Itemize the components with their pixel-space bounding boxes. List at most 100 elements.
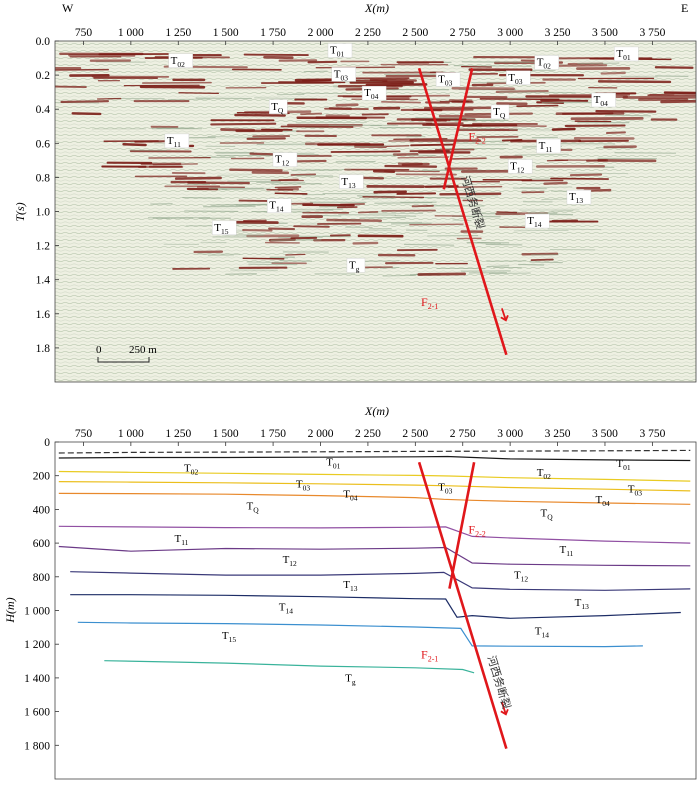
x-tick-label: 3 000 bbox=[497, 428, 523, 440]
horizon-main: T bbox=[527, 215, 534, 227]
horizon-name: T03 bbox=[628, 484, 642, 498]
reflection-event bbox=[361, 198, 394, 200]
horizon-name: T01 bbox=[330, 45, 344, 59]
horizon-label: Tg bbox=[345, 672, 356, 686]
horizon-label: T01 bbox=[616, 458, 630, 472]
horizon-sub: 02 bbox=[177, 60, 185, 69]
horizon-main: T bbox=[341, 176, 348, 188]
reflection-event bbox=[409, 223, 464, 226]
horizon-sub: 13 bbox=[576, 196, 584, 205]
label-box bbox=[534, 55, 559, 70]
horizon-label: T13 bbox=[339, 174, 364, 190]
horizon-sub: 03 bbox=[445, 79, 453, 88]
fault-sub: 2-2 bbox=[475, 530, 486, 539]
y-tick-label: 1 400 bbox=[24, 673, 50, 685]
reflection-event bbox=[568, 172, 629, 174]
reflection-event bbox=[55, 85, 87, 88]
top-x-axis-title: X(m) bbox=[364, 1, 389, 15]
horizon-name: TQ bbox=[493, 106, 506, 120]
horizon-main: T bbox=[510, 160, 517, 172]
x-tick-label: 2 000 bbox=[308, 428, 334, 440]
reflection-event bbox=[254, 97, 318, 100]
horizon-main: T bbox=[279, 601, 286, 613]
horizon-line bbox=[58, 525, 691, 544]
horizon-label: T15 bbox=[212, 220, 237, 236]
reflection-event bbox=[550, 177, 610, 180]
label-box bbox=[346, 258, 366, 273]
horizon-sub: 01 bbox=[333, 461, 341, 470]
reflection-event bbox=[439, 128, 496, 130]
bottom-frame bbox=[54, 441, 697, 780]
reflection-event bbox=[512, 187, 547, 190]
reflection-event bbox=[411, 204, 434, 208]
x-tick-label: 1 750 bbox=[260, 27, 286, 39]
reflection-event bbox=[439, 192, 502, 196]
horizon-main: T bbox=[326, 456, 333, 468]
horizon-main: T bbox=[438, 482, 445, 494]
label-box bbox=[168, 53, 193, 68]
top-x-ticks: 750 1 000 1 250 1 500 1 750 2 000 2 250 2 500 2 … bbox=[75, 27, 666, 45]
horizon-name: T02 bbox=[171, 55, 185, 69]
reflection-event bbox=[381, 100, 421, 104]
horizon-label: T04 bbox=[361, 85, 387, 101]
horizon-main: T bbox=[343, 579, 350, 591]
reflection-event bbox=[326, 218, 383, 222]
horizon-main: T bbox=[184, 463, 191, 475]
reflection-event bbox=[384, 164, 438, 168]
horizon-main: T bbox=[349, 259, 356, 271]
fault-line bbox=[417, 461, 508, 750]
reflection-event bbox=[597, 80, 672, 84]
horizon-name: T11 bbox=[559, 544, 573, 558]
top-fault-labels: F2-1F2-2 bbox=[421, 129, 509, 322]
horizon-sub: g bbox=[356, 264, 360, 273]
horizon-label: T03 bbox=[628, 484, 642, 498]
reflection-event bbox=[390, 222, 432, 225]
horizon-main: T bbox=[214, 222, 221, 234]
reflection-event bbox=[453, 65, 532, 67]
reflection-event bbox=[410, 143, 455, 147]
horizon-main: T bbox=[330, 45, 337, 57]
reflection-event bbox=[280, 125, 354, 128]
horizon-sub: 02 bbox=[191, 468, 199, 477]
y-tick-label: 1.0 bbox=[36, 207, 51, 219]
horizon-sub: g bbox=[352, 677, 356, 686]
label-box bbox=[525, 213, 550, 229]
horizon-name: T13 bbox=[341, 176, 355, 190]
horizon-main: T bbox=[628, 484, 635, 496]
reflection-event bbox=[586, 159, 609, 163]
label-box bbox=[267, 198, 292, 213]
horizon-name: T14 bbox=[527, 215, 541, 229]
horizon-sub: 04 bbox=[602, 499, 610, 508]
horizon-main: T bbox=[167, 135, 174, 147]
horizon-sub: 02 bbox=[543, 472, 551, 481]
reflection-event bbox=[300, 112, 323, 116]
horizon-name: T13 bbox=[343, 579, 357, 593]
reflection-event bbox=[368, 212, 424, 214]
horizon-sub: 11 bbox=[181, 538, 188, 547]
horizon-label: T04 bbox=[591, 92, 616, 108]
reflection-event bbox=[415, 117, 475, 119]
reflection-event bbox=[274, 186, 302, 189]
horizon-label: T14 bbox=[279, 601, 293, 615]
x-tick-label: 2 250 bbox=[355, 428, 381, 440]
horizon-sub: 03 bbox=[303, 484, 311, 493]
horizon-main: T bbox=[269, 200, 276, 212]
horizon-main: T bbox=[559, 544, 566, 556]
y-tick-label: 1 000 bbox=[24, 606, 50, 618]
horizon-sub: 13 bbox=[581, 602, 589, 611]
reflection-event bbox=[220, 128, 256, 132]
label-box bbox=[268, 99, 288, 114]
horizon-name: T01 bbox=[616, 458, 630, 472]
horizon-name: Tg bbox=[345, 672, 356, 686]
x-tick-label: 1 500 bbox=[213, 27, 239, 39]
fault-main: F bbox=[468, 129, 475, 143]
horizon-name: T14 bbox=[269, 200, 283, 214]
x-tick-label: 2 500 bbox=[402, 27, 428, 39]
label-box bbox=[507, 159, 533, 174]
fault-line bbox=[417, 67, 508, 356]
horizon-name: T04 bbox=[364, 87, 378, 101]
x-tick-label: 3 500 bbox=[592, 428, 618, 440]
reflection-event bbox=[547, 228, 602, 230]
west-label: W bbox=[62, 1, 74, 15]
fault-sub: 2-1 bbox=[428, 302, 439, 311]
